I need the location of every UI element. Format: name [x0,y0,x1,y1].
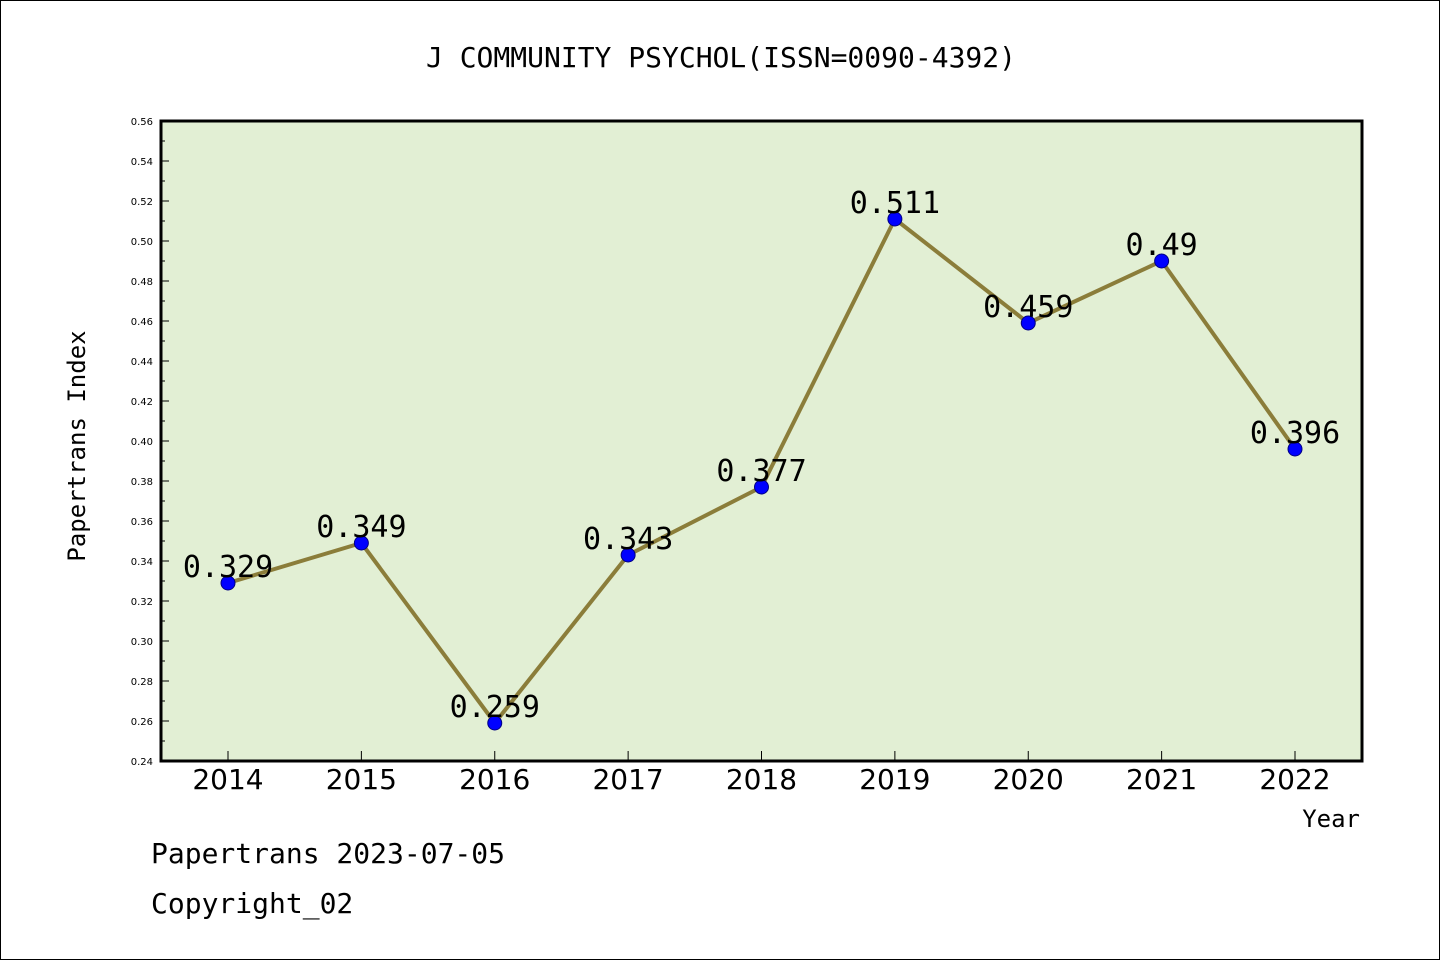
data-point-marker [754,479,769,495]
y-tick-label: 0.56 [131,117,153,128]
data-point-marker [487,715,503,731]
x-tick-label: 2018 [726,763,797,796]
plot-area-frame [159,119,1364,763]
plot-area-background [161,121,1362,761]
data-point-label: 0.259 [450,690,540,725]
y-tick-label: 0.30 [131,637,153,648]
y-tick-label: 0.46 [131,317,153,328]
y-tick-label: 0.28 [131,677,153,688]
x-tick-label: 2016 [459,763,530,796]
data-point-marker [620,547,636,563]
y-tick-label: 0.32 [131,597,153,608]
y-tick-label: 0.38 [131,477,153,488]
data-point-label: 0.349 [316,510,406,545]
data-point-label: 0.396 [1250,416,1340,451]
data-point-label: 0.377 [716,454,806,489]
y-tick-label: 0.52 [131,197,153,208]
y-tick-label: 0.44 [131,357,153,368]
y-tick-label: 0.54 [131,157,153,168]
data-point-marker [1287,441,1303,457]
chart-title: J COMMUNITY PSYCHOL(ISSN=0090-4392) [426,41,1016,74]
data-point-label: 0.511 [850,186,940,221]
x-tick-label: 2015 [326,763,397,796]
y-tick-label: 0.42 [131,397,153,408]
y-tick-label: 0.24 [131,757,153,768]
data-point-marker [220,575,236,591]
data-point-marker [1154,253,1170,269]
data-point-label: 0.343 [583,522,673,557]
x-tick-label: 2019 [859,763,930,796]
x-tick-label: 2014 [192,763,263,796]
footer-date-text: Papertrans 2023-07-05 [151,837,506,870]
y-tick-label: 0.36 [131,517,153,528]
data-point-label: 0.49 [1126,228,1198,263]
y-tick-label: 0.48 [131,277,153,288]
footer-copyright-text: Copyright_02 [151,887,354,920]
y-tick-label: 0.50 [131,237,153,248]
data-point-label: 0.459 [983,290,1073,325]
y-axis-title: Papertrans Index [63,330,91,561]
x-tick-label: 2021 [1126,763,1197,796]
y-tick-label: 0.34 [131,557,153,568]
y-tick-label: 0.26 [131,717,153,728]
data-point-label: 0.329 [183,550,273,585]
x-tick-label: 2022 [1259,763,1330,796]
data-point-marker [1020,315,1036,331]
x-tick-label: 2017 [592,763,663,796]
data-point-marker [887,211,903,227]
y-tick-label: 0.40 [131,437,153,448]
data-point-marker [353,535,369,551]
x-axis-title: Year [1302,805,1360,833]
x-tick-label: 2020 [993,763,1064,796]
